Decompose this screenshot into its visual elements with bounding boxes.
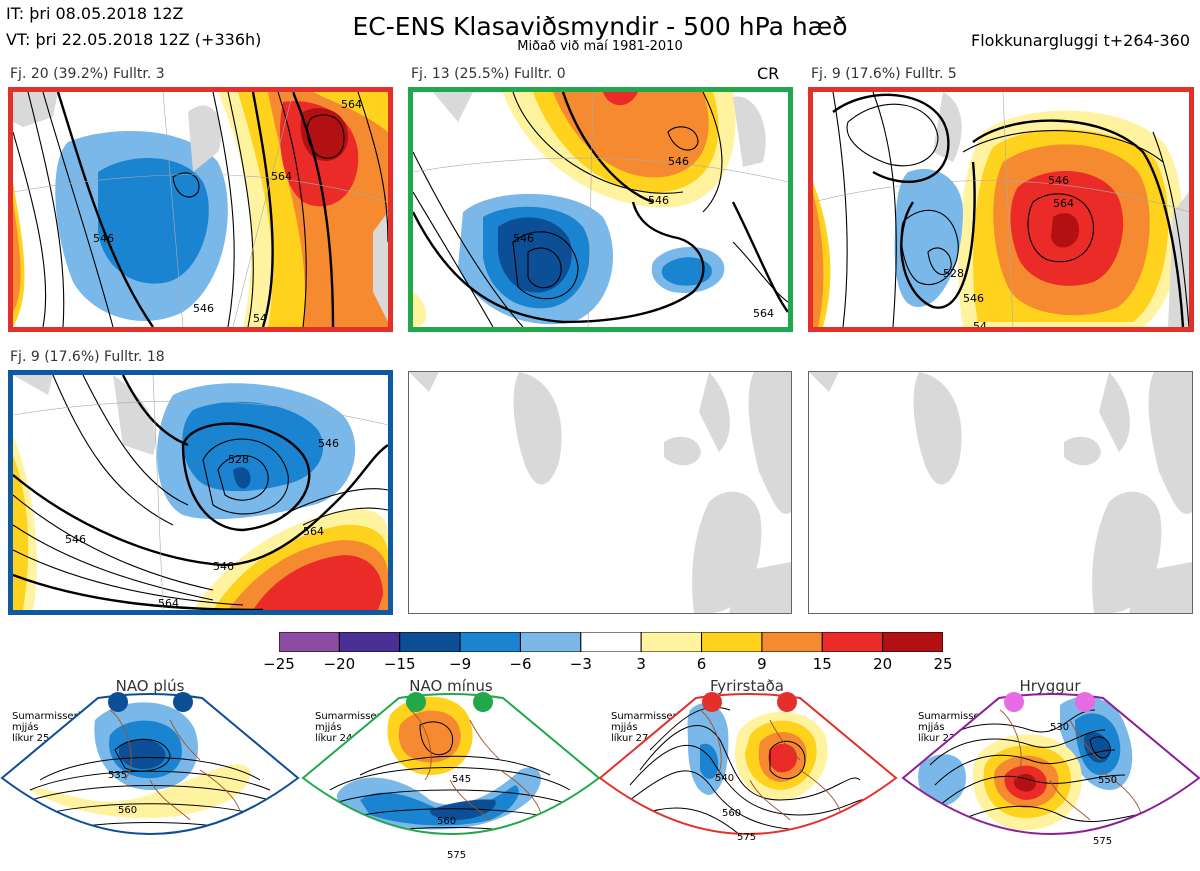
colorbar-segment xyxy=(761,631,823,653)
contour-label: 564 xyxy=(1053,197,1074,210)
regime-1-map xyxy=(2,694,298,834)
cluster-1-label: Fj. 20 (39.2%) Fulltr. 3 xyxy=(10,66,165,82)
contour-label: 535 xyxy=(108,770,127,781)
colorbar-tick-label: 25 xyxy=(933,655,953,673)
regime-1-filter: mjjás xyxy=(12,722,39,733)
regime-4-filter: mjjás xyxy=(918,722,945,733)
regime-1-marker xyxy=(108,692,128,712)
cluster-3-map: 546 564 528 546 54 xyxy=(808,87,1194,332)
cluster-2-map: 546 546 546 564 xyxy=(408,87,793,332)
contour-label: 530 xyxy=(1050,722,1069,733)
colorbar-tick-label: −9 xyxy=(449,655,472,673)
contour-label: 546 xyxy=(648,194,669,207)
cluster-1-map: 546 564 546 564 54 xyxy=(8,87,393,332)
colorbar-segment xyxy=(278,631,340,653)
cluster-2-label: Fj. 13 (25.5%) Fulltr. 0 xyxy=(411,66,566,82)
colorbar-tick-label: 3 xyxy=(636,655,646,673)
colorbar xyxy=(278,631,944,656)
contour-label: 560 xyxy=(437,816,456,827)
colorbar-tick-label: 20 xyxy=(873,655,893,673)
colorbar-segment xyxy=(519,631,582,653)
regime-3-marker xyxy=(777,692,797,712)
cluster-3-label: Fj. 9 (17.6%) Fulltr. 5 xyxy=(811,66,957,82)
colorbar-tick-label: 9 xyxy=(757,655,767,673)
colorbar-tick-label: −25 xyxy=(263,655,295,673)
regime-4-marker xyxy=(1075,692,1095,712)
contour-label: 560 xyxy=(722,808,741,819)
regime-4-marker xyxy=(1004,692,1024,712)
valid-time: VT: þri 22.05.2018 12Z (+336h) xyxy=(6,30,262,49)
contour-label: 564 xyxy=(271,170,292,183)
regime-4-map xyxy=(903,694,1199,834)
empty-panel-5 xyxy=(408,371,792,614)
contour-label: 575 xyxy=(737,832,756,843)
contour-label: 546 xyxy=(668,155,689,168)
regime-2-name: NAO mínus xyxy=(409,677,493,695)
regime-maps: 535 560 545 560 575 xyxy=(0,692,1200,861)
colorbar-segment xyxy=(338,631,401,653)
empty-panel-6 xyxy=(808,371,1193,614)
colorbar-segment xyxy=(701,631,763,653)
regime-3-marker xyxy=(702,692,722,712)
cluster-2-tag: CR xyxy=(757,64,780,83)
contour-label: 564 xyxy=(341,98,362,111)
colorbar-segment xyxy=(399,631,461,653)
contour-label: 546 xyxy=(1048,174,1069,187)
regime-3-season: Sumarmisseri xyxy=(611,711,680,722)
contour-label: 546 xyxy=(65,533,86,546)
colorbar-segment xyxy=(821,631,884,653)
contour-label: 546 xyxy=(213,560,234,573)
regime-2-filter: mjjás xyxy=(315,722,342,733)
colorbar-tick-label: 6 xyxy=(696,655,707,673)
contour-label: 546 xyxy=(318,437,339,450)
regime-3-map xyxy=(600,694,896,834)
issue-time: IT: þri 08.05.2018 12Z xyxy=(6,4,184,23)
colorbar-tick-label: −6 xyxy=(509,655,532,673)
regime-4-season: Sumarmisseri xyxy=(918,711,987,722)
regime-3-name: Fyrirstaða xyxy=(710,677,784,695)
colorbar-segment xyxy=(640,631,703,653)
colorbar-tick-label: −15 xyxy=(383,655,416,673)
regime-2-marker xyxy=(406,692,426,712)
contour-label: 564 xyxy=(158,597,179,610)
regime-2-map xyxy=(303,694,599,834)
regime-2-marker xyxy=(473,692,493,712)
colorbar-segment xyxy=(580,631,642,653)
contour-label: 550 xyxy=(1098,775,1117,786)
contour-label: 575 xyxy=(447,850,466,861)
colorbar-tick-label: −3 xyxy=(569,655,592,673)
colorbar-tick-label: −20 xyxy=(323,655,356,673)
contour-label: 546 xyxy=(93,232,114,245)
regime-2-season: Sumarmisseri xyxy=(315,711,384,722)
cluster-4-label: Fj. 9 (17.6%) Fulltr. 18 xyxy=(10,349,165,365)
contour-label: 546 xyxy=(963,292,984,305)
cluster-4-map: 528 546 546 564 564 546 xyxy=(8,370,393,615)
contour-label: 528 xyxy=(228,453,249,466)
contour-label: 546 xyxy=(193,302,214,315)
contour-label: 540 xyxy=(715,773,734,784)
classification-window: Flokkunargluggi t+264-360 xyxy=(971,31,1190,50)
colorbar-segment xyxy=(882,631,944,653)
colorbar-tick-label: 15 xyxy=(812,655,832,673)
regime-4-name: Hryggur xyxy=(1019,677,1081,695)
contour-label: 545 xyxy=(452,774,471,785)
contour-label: 54 xyxy=(973,320,987,327)
contour-label: 546 xyxy=(513,232,534,245)
contour-label: 560 xyxy=(118,805,137,816)
colorbar-segment xyxy=(459,631,521,653)
regime-1-marker xyxy=(173,692,193,712)
regime-3-filter: mjjás xyxy=(611,722,638,733)
contour-label: 564 xyxy=(753,307,774,320)
contour-label: 575 xyxy=(1093,836,1112,847)
page-title: EC-ENS Klasaviðsmyndir - 500 hPa hæð xyxy=(352,12,848,41)
contour-label: 54 xyxy=(253,312,267,325)
regime-1-name: NAO plús xyxy=(115,677,185,695)
page-subtitle: Miðað við maí 1981-2010 xyxy=(517,39,683,54)
contour-label: 564 xyxy=(303,525,324,538)
regime-1-season: Sumarmisseri xyxy=(12,711,81,722)
contour-label: 528 xyxy=(943,267,964,280)
